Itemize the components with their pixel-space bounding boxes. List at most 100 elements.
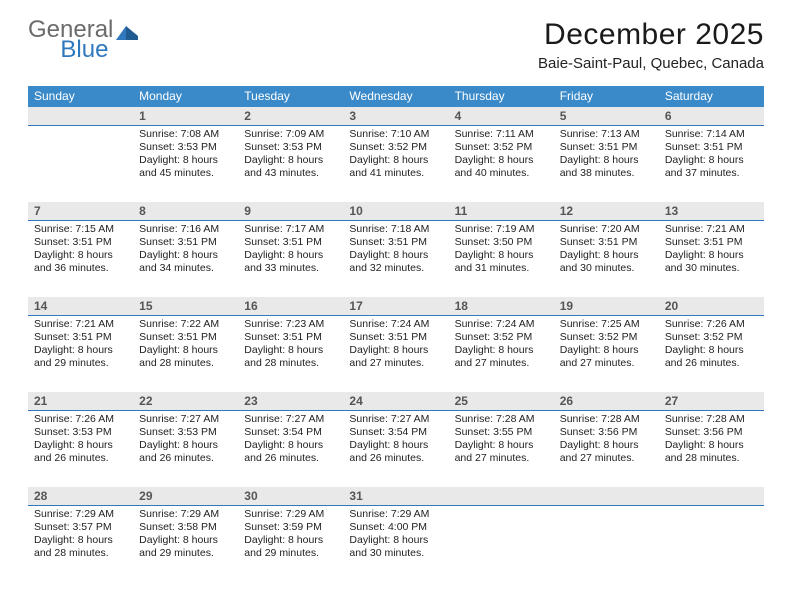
cell-line: Daylight: 8 hours: [455, 249, 548, 262]
date-number: 26: [554, 392, 659, 410]
date-number: 7: [28, 202, 133, 220]
logo-shape-icon: [116, 24, 138, 44]
cell-line: Daylight: 8 hours: [139, 534, 232, 547]
cell-line: Sunset: 3:51 PM: [139, 236, 232, 249]
day-cell: Sunrise: 7:28 AMSunset: 3:56 PMDaylight:…: [659, 411, 764, 487]
day-cell: Sunrise: 7:27 AMSunset: 3:54 PMDaylight:…: [238, 411, 343, 487]
date-number: 30: [238, 487, 343, 505]
cell-line: and 34 minutes.: [139, 262, 232, 275]
day-cell: Sunrise: 7:11 AMSunset: 3:52 PMDaylight:…: [449, 126, 554, 202]
day-cell: Sunrise: 7:29 AMSunset: 4:00 PMDaylight:…: [343, 506, 448, 582]
day-cell: Sunrise: 7:24 AMSunset: 3:51 PMDaylight:…: [343, 316, 448, 392]
date-number: 9: [238, 202, 343, 220]
cell-line: Sunrise: 7:21 AM: [34, 318, 127, 331]
date-number: [449, 487, 554, 505]
cell-line: Sunrise: 7:29 AM: [349, 508, 442, 521]
weeks-container: 123456Sunrise: 7:08 AMSunset: 3:53 PMDay…: [28, 107, 764, 582]
date-row: 14151617181920: [28, 297, 764, 316]
cell-line: Sunset: 3:53 PM: [139, 141, 232, 154]
cell-line: Daylight: 8 hours: [244, 344, 337, 357]
date-number: [659, 487, 764, 505]
cell-line: Sunrise: 7:15 AM: [34, 223, 127, 236]
cell-line: Sunset: 3:52 PM: [349, 141, 442, 154]
cell-line: Sunset: 3:56 PM: [560, 426, 653, 439]
cell-line: and 26 minutes.: [34, 452, 127, 465]
cell-line: Sunrise: 7:20 AM: [560, 223, 653, 236]
cell-line: Daylight: 8 hours: [665, 154, 758, 167]
date-number: 16: [238, 297, 343, 315]
cell-line: and 30 minutes.: [349, 547, 442, 560]
week-row: Sunrise: 7:08 AMSunset: 3:53 PMDaylight:…: [28, 126, 764, 202]
cell-line: Sunrise: 7:11 AM: [455, 128, 548, 141]
cell-line: Sunset: 3:51 PM: [139, 331, 232, 344]
date-number: 27: [659, 392, 764, 410]
dayname-wed: Wednesday: [343, 86, 448, 107]
cell-line: and 30 minutes.: [560, 262, 653, 275]
cell-line: Sunrise: 7:17 AM: [244, 223, 337, 236]
cell-line: Daylight: 8 hours: [349, 344, 442, 357]
cell-line: Sunset: 3:51 PM: [349, 331, 442, 344]
cell-line: and 32 minutes.: [349, 262, 442, 275]
cell-line: Sunset: 3:53 PM: [244, 141, 337, 154]
cell-line: Daylight: 8 hours: [34, 344, 127, 357]
cell-line: and 40 minutes.: [455, 167, 548, 180]
cell-line: and 26 minutes.: [349, 452, 442, 465]
cell-line: Sunset: 3:51 PM: [349, 236, 442, 249]
dayname-sat: Saturday: [659, 86, 764, 107]
dayname-thu: Thursday: [449, 86, 554, 107]
cell-line: Sunrise: 7:08 AM: [139, 128, 232, 141]
cell-line: and 27 minutes.: [455, 452, 548, 465]
cell-line: Sunrise: 7:28 AM: [455, 413, 548, 426]
cell-line: and 28 minutes.: [244, 357, 337, 370]
date-number: 24: [343, 392, 448, 410]
cell-line: and 28 minutes.: [665, 452, 758, 465]
date-number: 25: [449, 392, 554, 410]
month-title: December 2025: [538, 18, 764, 52]
cell-line: Sunrise: 7:26 AM: [34, 413, 127, 426]
cell-line: Sunset: 3:51 PM: [34, 236, 127, 249]
cell-line: Sunset: 3:52 PM: [665, 331, 758, 344]
cell-line: Sunrise: 7:27 AM: [349, 413, 442, 426]
date-number: 4: [449, 107, 554, 125]
logo-text-blue: Blue: [60, 38, 108, 62]
cell-line: Daylight: 8 hours: [139, 439, 232, 452]
cell-line: Sunset: 3:51 PM: [244, 331, 337, 344]
week-row: Sunrise: 7:21 AMSunset: 3:51 PMDaylight:…: [28, 316, 764, 392]
day-cell: Sunrise: 7:26 AMSunset: 3:52 PMDaylight:…: [659, 316, 764, 392]
cell-line: and 29 minutes.: [34, 357, 127, 370]
cell-line: Sunrise: 7:29 AM: [34, 508, 127, 521]
cell-line: and 30 minutes.: [665, 262, 758, 275]
cell-line: Daylight: 8 hours: [139, 344, 232, 357]
cell-line: Daylight: 8 hours: [455, 344, 548, 357]
day-cell: Sunrise: 7:28 AMSunset: 3:56 PMDaylight:…: [554, 411, 659, 487]
cell-line: and 38 minutes.: [560, 167, 653, 180]
cell-line: Sunset: 3:51 PM: [665, 236, 758, 249]
day-cell: Sunrise: 7:29 AMSunset: 3:57 PMDaylight:…: [28, 506, 133, 582]
day-cell: Sunrise: 7:09 AMSunset: 3:53 PMDaylight:…: [238, 126, 343, 202]
cell-line: Sunrise: 7:13 AM: [560, 128, 653, 141]
cell-line: Daylight: 8 hours: [244, 439, 337, 452]
date-number: 14: [28, 297, 133, 315]
cell-line: Daylight: 8 hours: [560, 249, 653, 262]
date-number: 3: [343, 107, 448, 125]
cell-line: Sunrise: 7:29 AM: [244, 508, 337, 521]
cell-line: Daylight: 8 hours: [349, 534, 442, 547]
day-cell: Sunrise: 7:26 AMSunset: 3:53 PMDaylight:…: [28, 411, 133, 487]
logo: General Blue: [28, 18, 186, 42]
day-cell: Sunrise: 7:25 AMSunset: 3:52 PMDaylight:…: [554, 316, 659, 392]
day-cell: Sunrise: 7:18 AMSunset: 3:51 PMDaylight:…: [343, 221, 448, 297]
cell-line: and 33 minutes.: [244, 262, 337, 275]
day-cell: Sunrise: 7:14 AMSunset: 3:51 PMDaylight:…: [659, 126, 764, 202]
cell-line: Sunset: 3:53 PM: [139, 426, 232, 439]
cell-line: Daylight: 8 hours: [244, 534, 337, 547]
cell-line: and 27 minutes.: [560, 357, 653, 370]
cell-line: Sunset: 3:53 PM: [34, 426, 127, 439]
cell-line: Daylight: 8 hours: [560, 439, 653, 452]
date-number: 20: [659, 297, 764, 315]
cell-line: Sunrise: 7:19 AM: [455, 223, 548, 236]
cell-line: Sunrise: 7:27 AM: [244, 413, 337, 426]
day-cell: Sunrise: 7:27 AMSunset: 3:54 PMDaylight:…: [343, 411, 448, 487]
date-number: [554, 487, 659, 505]
cell-line: Sunset: 3:52 PM: [455, 141, 548, 154]
cell-line: Daylight: 8 hours: [349, 249, 442, 262]
